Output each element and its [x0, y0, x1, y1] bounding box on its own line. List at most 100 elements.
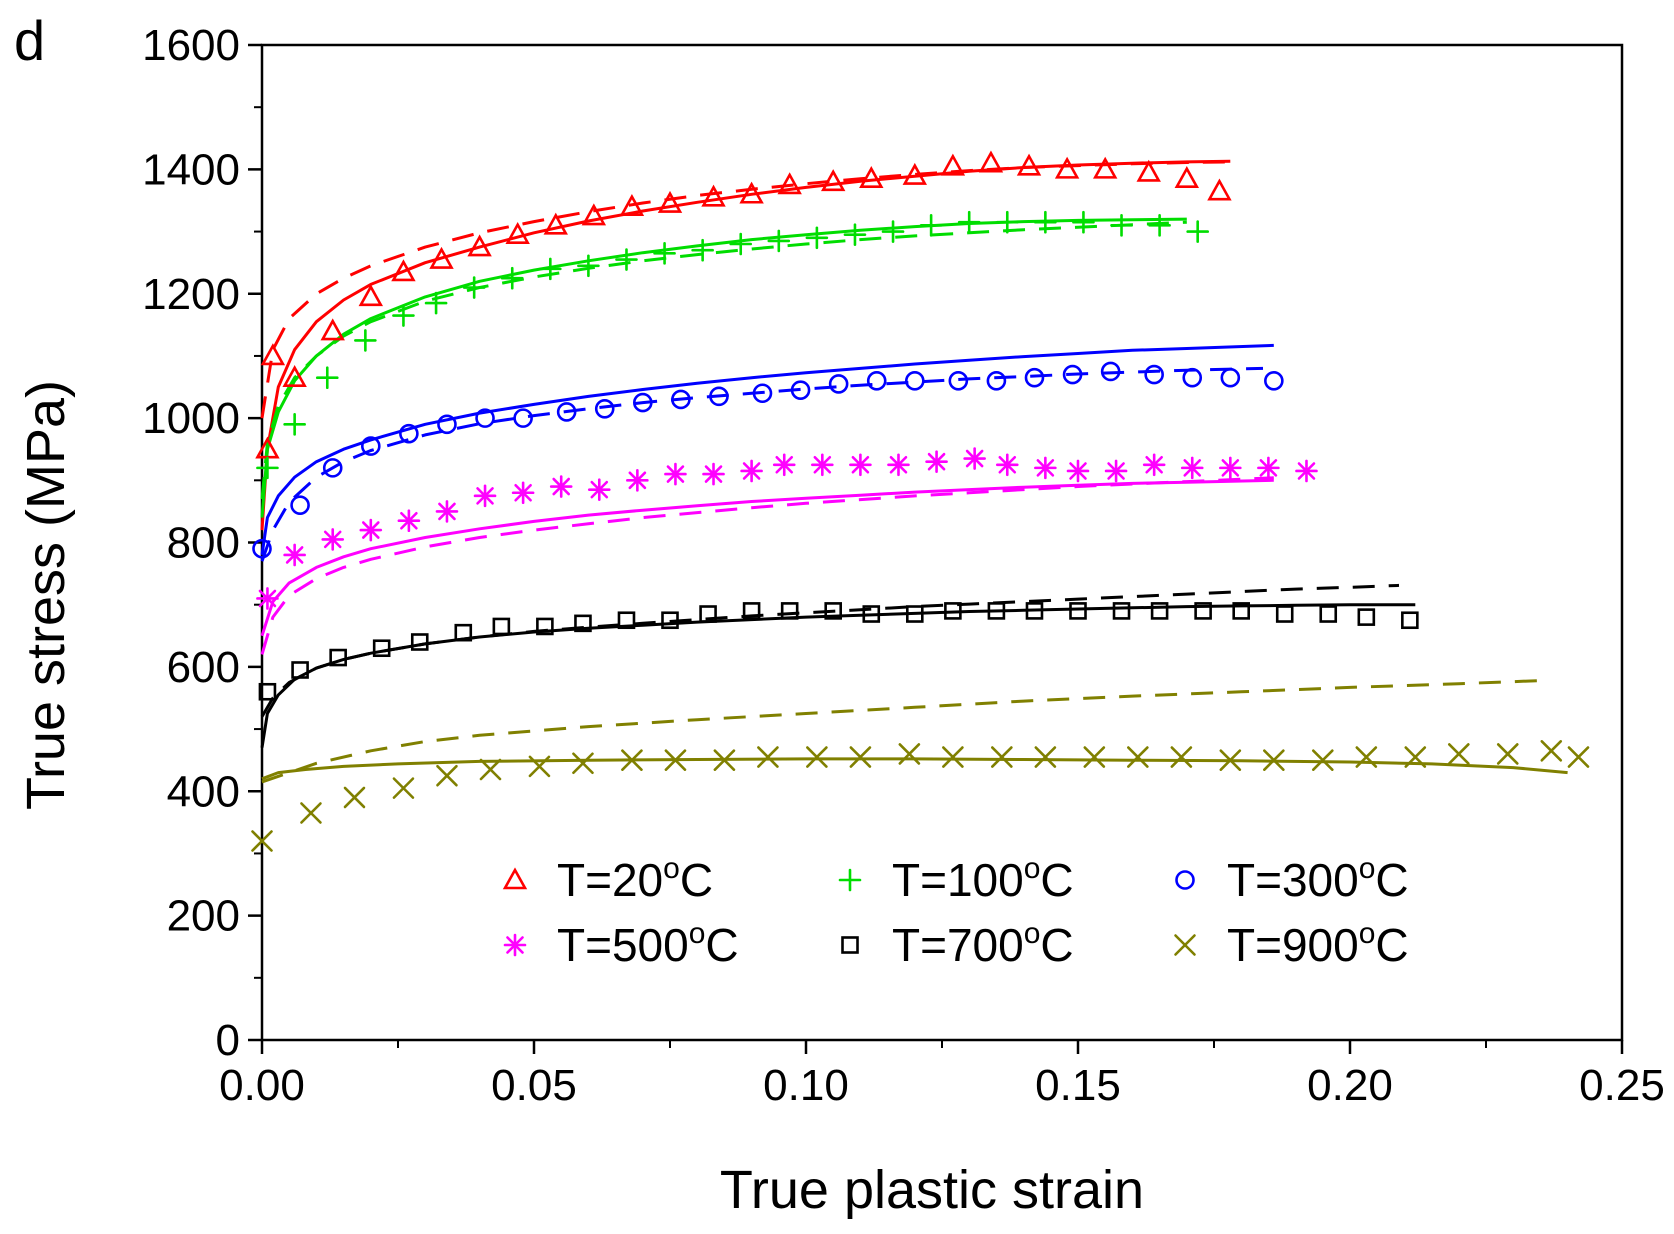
data-point — [978, 150, 1004, 173]
y-axis: 0 200 400 600 800 1000 1200 1400 1600 — [142, 21, 262, 1065]
degree-symbol: o — [689, 917, 706, 950]
y-tick-label: 1000 — [142, 394, 240, 443]
legend-item: T=700oC — [841, 917, 1074, 971]
data-point — [577, 254, 600, 278]
legend-unit: C — [680, 854, 713, 906]
data-point — [291, 661, 309, 679]
data-point — [358, 284, 384, 307]
data-point — [505, 221, 530, 244]
data-point — [940, 153, 966, 176]
fit-solid-line-4 — [260, 603, 1416, 748]
data-point — [372, 639, 391, 658]
data-point — [1054, 156, 1080, 179]
legend-marker — [502, 867, 528, 890]
data-point — [1219, 456, 1242, 480]
data-point — [315, 366, 339, 390]
data-point — [709, 386, 729, 407]
data-point — [258, 682, 277, 701]
data-point — [1066, 459, 1090, 483]
data-point — [1072, 210, 1095, 234]
data-point — [1401, 611, 1419, 630]
legend-unit: C — [1375, 919, 1408, 971]
data-point — [454, 623, 473, 642]
data-point — [437, 414, 457, 435]
data-point — [702, 462, 725, 486]
data-point — [942, 746, 964, 768]
legend-marker — [1174, 934, 1196, 956]
data-point — [424, 291, 448, 315]
data-point — [664, 462, 687, 486]
data-point — [1144, 364, 1164, 385]
x-axis-title: True plastic strain — [720, 1160, 1144, 1220]
data-point — [429, 246, 454, 269]
data-point — [1312, 749, 1334, 771]
data-point — [1104, 459, 1128, 483]
legend-label: T=100oC — [892, 852, 1074, 906]
data-point — [843, 223, 867, 246]
x-tick-label: 0.20 — [1307, 1061, 1393, 1110]
data-point — [479, 758, 502, 781]
data-point — [621, 749, 643, 771]
data-point — [881, 220, 905, 243]
data-point — [948, 371, 969, 391]
legend-marker — [841, 936, 859, 954]
data-point — [360, 436, 381, 456]
data-point — [904, 371, 925, 391]
data-point — [251, 830, 273, 852]
legend-label: T=700oC — [892, 917, 1074, 971]
legend-label: T=500oC — [557, 917, 739, 971]
data-point — [1024, 367, 1045, 388]
data-point — [1170, 746, 1193, 768]
data-point — [549, 475, 573, 498]
y-tick-label: 1400 — [142, 145, 240, 194]
data-point — [300, 802, 322, 824]
data-point — [963, 447, 986, 470]
data-point — [473, 484, 497, 508]
data-point — [329, 648, 347, 667]
x-tick-label: 0.15 — [1035, 1061, 1121, 1110]
legend-label-text: T=100 — [892, 854, 1024, 906]
data-point — [849, 453, 872, 477]
data-point — [436, 764, 458, 787]
data-point — [536, 617, 554, 636]
data-point — [513, 408, 533, 428]
data-point — [475, 408, 495, 428]
legend-unit: C — [1040, 919, 1073, 971]
y-tick-label: 400 — [167, 767, 240, 816]
data-point — [944, 602, 962, 620]
data-point — [1110, 214, 1133, 237]
legend-item: T=20oC — [502, 852, 713, 906]
data-point — [777, 172, 802, 195]
data-point — [1220, 367, 1241, 388]
y-tick-label: 200 — [167, 892, 240, 941]
data-point — [1219, 749, 1242, 771]
x-tick-label: 0.25 — [1579, 1061, 1665, 1110]
data-point — [1062, 364, 1083, 385]
data-point — [1034, 456, 1057, 480]
data-point — [283, 413, 306, 436]
legend-item: T=900oC — [1174, 917, 1409, 971]
data-point — [1092, 156, 1118, 179]
data-markers — [251, 150, 1590, 852]
data-point — [359, 518, 383, 542]
data-point — [1112, 602, 1131, 620]
data-point — [824, 602, 843, 620]
data-point — [397, 509, 421, 533]
data-point — [256, 456, 279, 480]
data-point — [617, 611, 636, 630]
data-point — [657, 190, 683, 213]
data-point — [543, 212, 568, 235]
degree-symbol: o — [1024, 852, 1041, 885]
data-point — [1275, 605, 1294, 623]
panel-label: d — [14, 9, 45, 72]
data-point — [729, 232, 753, 256]
legend-item: T=300oC — [1175, 852, 1409, 906]
data-point — [1264, 371, 1284, 391]
y-tick-label: 1600 — [142, 21, 240, 70]
fit-dashed-line-2 — [260, 366, 1264, 562]
data-point — [767, 229, 791, 253]
fit-solid-line-5 — [261, 757, 1568, 781]
data-point — [260, 343, 286, 366]
data-point — [581, 203, 607, 226]
